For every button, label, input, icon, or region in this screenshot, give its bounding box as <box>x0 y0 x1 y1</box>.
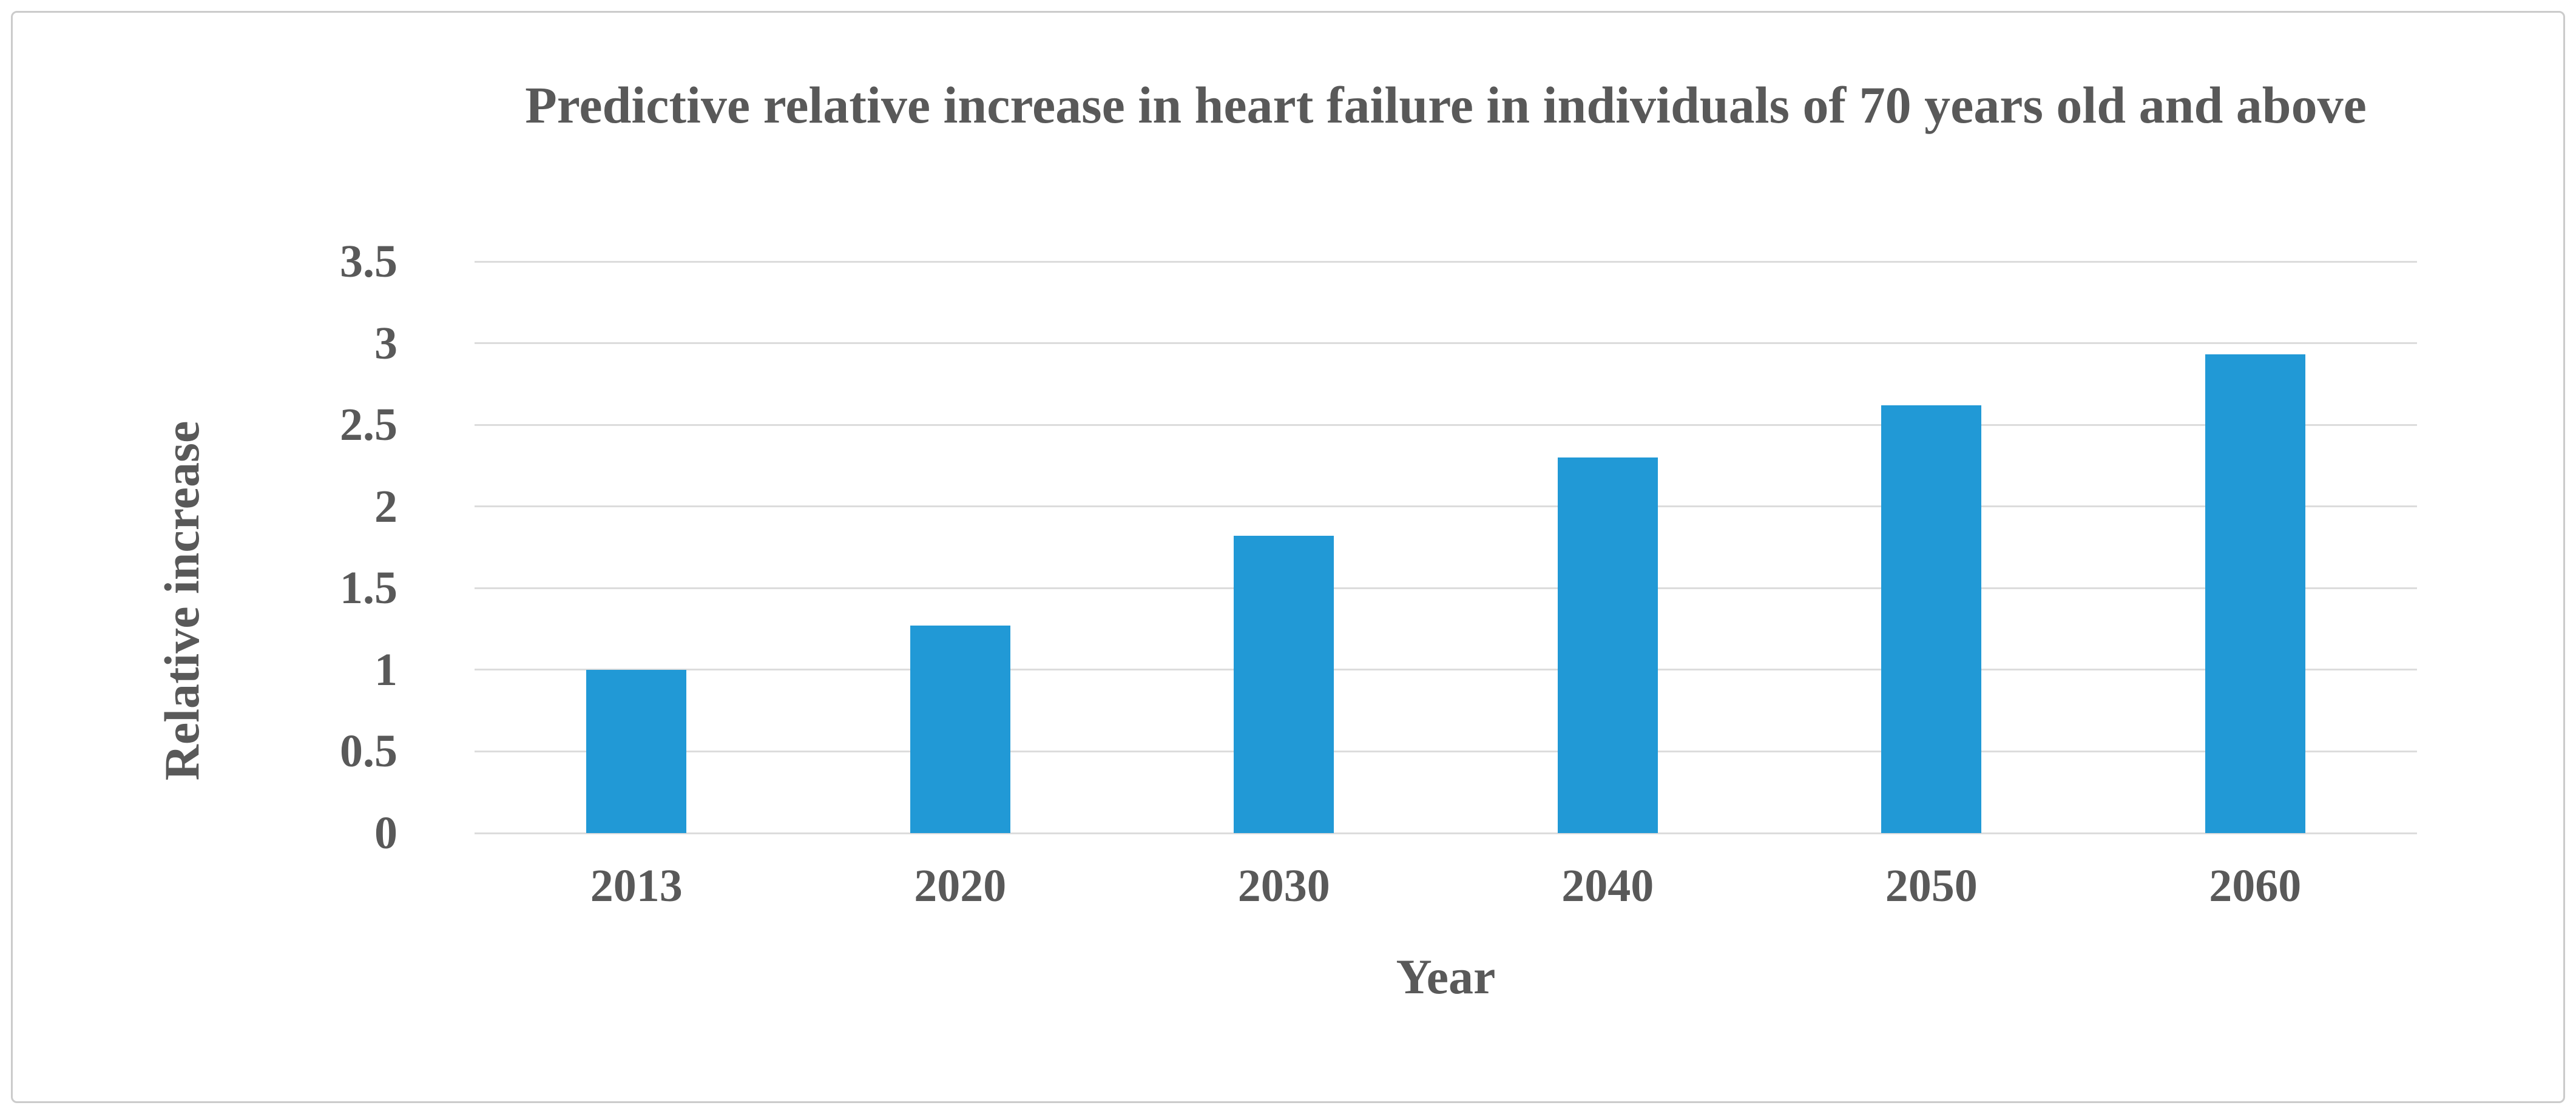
x-tick-label-2050: 2050 <box>1885 860 1978 911</box>
gridline-y-2 <box>475 505 2417 508</box>
y-tick-label-0: 0 <box>374 808 397 859</box>
gridline-y-3.5 <box>475 260 2417 263</box>
y-tick-label-1.5: 1.5 <box>340 562 397 614</box>
y-axis-tick-labels: 0 0.5 1 1.5 2 2.5 3 3.5 <box>0 236 397 859</box>
bar-2040 <box>1557 457 1658 833</box>
x-tick-label-2020: 2020 <box>914 860 1007 911</box>
bar-2050 <box>1881 405 1982 833</box>
x-tick-label-2013: 2013 <box>590 860 683 911</box>
gridline-y-1.5 <box>475 587 2417 589</box>
gridline-y-3 <box>475 342 2417 345</box>
x-tick-label-2040: 2040 <box>1561 860 1654 911</box>
y-tick-label-3.5: 3.5 <box>340 236 397 287</box>
bar-2013 <box>586 669 687 833</box>
bar-2020 <box>910 626 1010 833</box>
y-tick-label-2: 2 <box>374 481 397 532</box>
x-tick-label-2030: 2030 <box>1237 860 1330 911</box>
y-tick-label-2.5: 2.5 <box>340 399 397 451</box>
bar-2060 <box>2205 354 2305 833</box>
y-tick-label-1: 1 <box>374 644 397 695</box>
bar-2030 <box>1234 536 1334 833</box>
x-axis-tick-labels: 2013 2020 2030 2040 2050 2060 <box>475 857 2417 915</box>
x-tick-label-2060: 2060 <box>2209 860 2302 911</box>
y-tick-label-3: 3 <box>374 317 397 369</box>
gridline-y-1 <box>475 669 2417 671</box>
x-axis-title: Year <box>1396 949 1496 1004</box>
gridline-y-2.5 <box>475 424 2417 426</box>
gridline-y-0.5 <box>475 750 2417 752</box>
gridline-y-0 <box>475 832 2417 834</box>
chart-title: Predictive relative increase in heart fa… <box>525 76 2367 134</box>
y-tick-label-0.5: 0.5 <box>340 726 397 777</box>
plot-area <box>475 260 2417 834</box>
